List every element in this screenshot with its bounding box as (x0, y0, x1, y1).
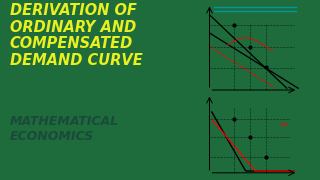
Text: MATHEMATICAL
ECONOMICS: MATHEMATICAL ECONOMICS (10, 114, 119, 143)
Text: (b): (b) (280, 122, 289, 127)
Text: DERIVATION OF
ORDINARY AND
COMPENSATED
DEMAND CURVE: DERIVATION OF ORDINARY AND COMPENSATED D… (10, 3, 142, 67)
